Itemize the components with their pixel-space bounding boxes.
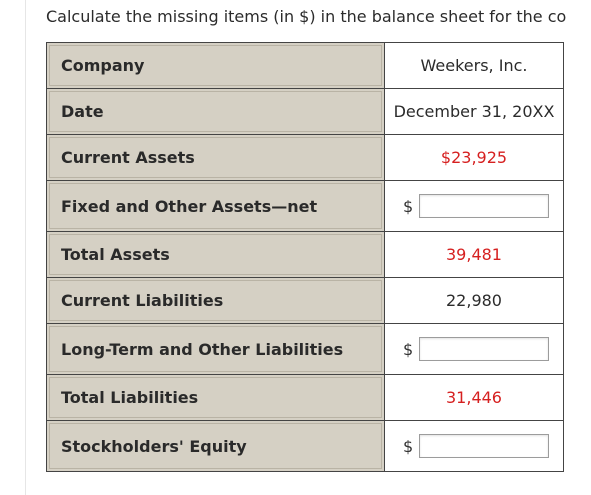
row-label-date: Date	[46, 88, 385, 135]
table-row: Stockholders' Equity $	[46, 420, 564, 472]
current-assets-value: $23,925	[384, 134, 564, 181]
question-text: Calculate the missing items (in $) in th…	[46, 7, 567, 26]
table-row: Current Liabilities 22,980	[46, 277, 564, 324]
date-value: December 31, 20XX	[384, 88, 564, 135]
row-label-long-term-liabilities: Long-Term and Other Liabilities	[46, 323, 385, 375]
row-label-total-liabilities: Total Liabilities	[46, 374, 385, 421]
stockholders-equity-cell: $	[384, 420, 564, 472]
dollar-sign: $	[403, 339, 414, 359]
total-assets-value: 39,481	[384, 231, 564, 278]
long-term-liabilities-input[interactable]	[419, 337, 550, 361]
table-row: Company Weekers, Inc.	[46, 42, 564, 89]
balance-sheet-table: Company Weekers, Inc. Date December 31, …	[46, 42, 564, 472]
table-row: Total Liabilities 31,446	[46, 374, 564, 421]
left-margin-rule	[25, 0, 26, 495]
row-label-total-assets: Total Assets	[46, 231, 385, 278]
row-label-current-liabilities: Current Liabilities	[46, 277, 385, 324]
dollar-sign: $	[403, 196, 414, 216]
table-row: Long-Term and Other Liabilities $	[46, 323, 564, 375]
row-label-fixed-assets: Fixed and Other Assets—net	[46, 180, 385, 232]
table-row: Date December 31, 20XX	[46, 88, 564, 135]
stockholders-equity-input[interactable]	[419, 434, 550, 458]
row-label-company: Company	[46, 42, 385, 89]
dollar-sign: $	[403, 436, 414, 456]
table-row: Total Assets 39,481	[46, 231, 564, 278]
fixed-assets-input[interactable]	[419, 194, 550, 218]
fixed-assets-cell: $	[384, 180, 564, 232]
company-value: Weekers, Inc.	[384, 42, 564, 89]
table-row: Current Assets $23,925	[46, 134, 564, 181]
current-liabilities-value: 22,980	[384, 277, 564, 324]
table-row: Fixed and Other Assets—net $	[46, 180, 564, 232]
row-label-stockholders-equity: Stockholders' Equity	[46, 420, 385, 472]
total-liabilities-value: 31,446	[384, 374, 564, 421]
long-term-liabilities-cell: $	[384, 323, 564, 375]
row-label-current-assets: Current Assets	[46, 134, 385, 181]
